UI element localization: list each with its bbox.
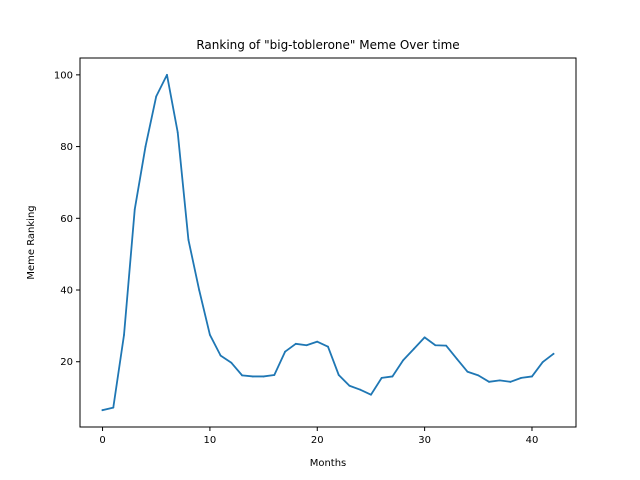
data-point [155,95,158,98]
plot-frame [79,57,577,428]
data-point [412,347,415,350]
data-point [552,352,555,355]
data-point [251,375,254,378]
data-point [284,350,286,353]
data-point [380,376,383,379]
y-tick-label: 40 [60,286,73,297]
y-axis-ticks: 20 40 60 80 100 [54,70,80,368]
x-tick-label: 0 [99,435,105,446]
data-point [402,359,405,362]
data-point [144,145,147,148]
x-tick-label: 10 [204,435,217,446]
data-point [294,342,297,345]
data-point [219,354,222,357]
data-point [198,289,201,291]
data-point [176,131,179,134]
x-axis-ticks: 0 10 20 30 40 [99,427,538,446]
data-point [133,208,136,211]
data-point [348,384,351,387]
data-point [477,374,480,377]
x-tick-label: 20 [311,435,324,446]
y-axis-label: Meme Ranking [26,205,37,279]
data-point [337,374,340,376]
data-points [101,73,555,412]
data-point [316,340,319,343]
data-point [498,379,501,382]
data-point [391,375,394,378]
data-point [262,375,265,378]
data-point [305,344,308,347]
data-point [327,345,329,348]
chart-title: Ranking of "big-toblerone" Meme Over tim… [196,38,459,52]
data-point [445,344,447,347]
data-point [370,393,372,396]
data-point [488,380,490,383]
data-point [531,375,533,378]
data-point [101,409,104,412]
data-point [541,361,544,363]
x-axis-label: Months [310,458,347,469]
data-point [230,361,233,364]
data-point [273,374,276,376]
data-point [509,380,512,383]
data-point [209,333,211,336]
x-tick-label: 40 [526,435,539,446]
data-point [359,388,362,391]
data-point [455,357,458,360]
data-point [187,238,190,241]
y-tick-label: 100 [54,70,73,81]
data-point [434,344,437,347]
data-point [123,333,125,336]
data-point [466,370,469,373]
data-point [423,336,426,339]
data-point [520,376,523,379]
plot-area [80,58,576,427]
x-tick-label: 30 [418,435,431,446]
y-tick-label: 60 [60,214,73,225]
data-point [112,406,115,409]
data-point [166,73,168,76]
y-tick-label: 20 [60,357,73,368]
data-point [241,374,244,377]
y-tick-label: 80 [60,142,73,153]
